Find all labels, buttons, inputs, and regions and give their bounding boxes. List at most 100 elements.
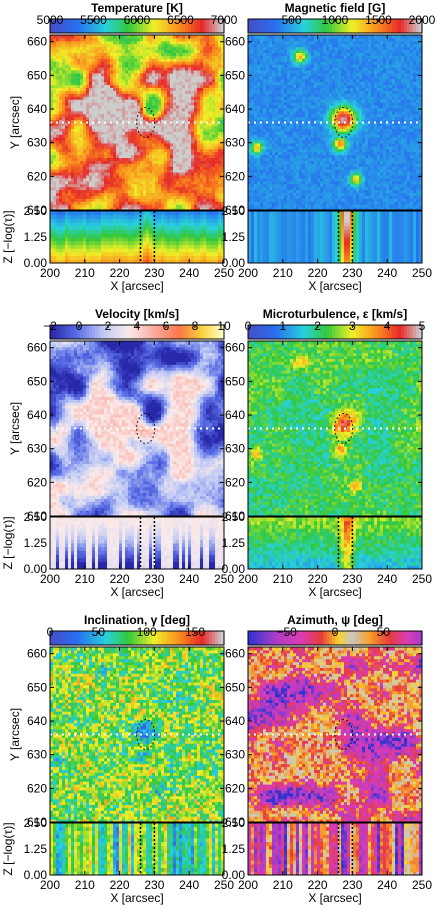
heatmap-cell: [176, 55, 180, 59]
colorbar-segment: [65, 19, 69, 33]
heatmap-cell: [164, 189, 168, 193]
heatmap-cell: [185, 207, 189, 211]
heatmap-cell: [137, 198, 141, 202]
heatmap-cell: [149, 169, 153, 173]
heatmap-cell: [194, 119, 198, 123]
heatmap-cell: [53, 116, 57, 121]
heatmap-cell: [185, 140, 189, 144]
slice-cell: [62, 211, 66, 216]
slice-cell: [110, 229, 114, 234]
heatmap-cell: [74, 122, 78, 126]
slice-cell: [182, 225, 186, 231]
heatmap-cell: [134, 55, 138, 59]
heatmap-cell: [359, 198, 363, 202]
heatmap-cell: [149, 105, 153, 109]
heatmap-cell: [71, 151, 75, 156]
heatmap-cell: [209, 148, 213, 153]
heatmap-cell: [200, 107, 204, 112]
heatmap-cell: [50, 105, 54, 109]
heatmap-cell: [218, 186, 222, 191]
heatmap-cell: [95, 93, 99, 97]
heatmap-cell: [143, 52, 147, 56]
heatmap-cell: [212, 43, 216, 48]
heatmap-cell: [50, 151, 54, 156]
heatmap-cell: [77, 93, 81, 97]
heatmap-cell: [146, 125, 150, 129]
heatmap-cell: [209, 96, 213, 100]
heatmap-cell: [185, 37, 189, 42]
heatmap-cell: [152, 78, 156, 83]
heatmap-cell: [68, 183, 72, 188]
heatmap-cell: [197, 183, 201, 188]
heatmap-cell: [194, 72, 198, 77]
heatmap-cell: [212, 107, 216, 112]
heatmap-cell: [158, 37, 162, 42]
heatmap-cell: [59, 186, 63, 191]
heatmap-cell: [158, 87, 162, 91]
heatmap-cell: [278, 207, 282, 211]
heatmap-cell: [71, 183, 75, 188]
heatmap-cell: [206, 70, 210, 74]
heatmap-cell: [62, 102, 66, 106]
heatmap-cell: [113, 128, 117, 132]
heatmap-cell: [122, 81, 126, 86]
heatmap-cell: [161, 175, 165, 179]
heatmap-cell: [95, 107, 99, 112]
heatmap-cell: [218, 154, 222, 158]
heatmap-cell: [62, 105, 66, 109]
heatmap-cell: [134, 148, 138, 153]
heatmap-cell: [80, 105, 84, 109]
heatmap-cell: [92, 177, 96, 182]
heatmap-cell: [128, 67, 132, 71]
heatmap-cell: [92, 125, 96, 129]
heatmap-cell: [74, 99, 78, 103]
heatmap-cell: [188, 122, 192, 126]
heatmap-cell: [203, 183, 207, 188]
slice-cell: [92, 218, 96, 223]
heatmap-cell: [278, 192, 282, 196]
heatmap-cell: [380, 189, 384, 193]
slice-cell: [56, 244, 60, 249]
heatmap-cell: [119, 140, 123, 144]
heatmap-cell: [128, 93, 132, 97]
heatmap-cell: [92, 52, 96, 56]
heatmap-cell: [155, 107, 159, 112]
colorbar-segment: [293, 19, 297, 33]
heatmap-cell: [278, 186, 282, 191]
colorbar-segment: [347, 19, 351, 33]
heatmap-cell: [158, 157, 162, 161]
heatmap-cell: [62, 154, 66, 158]
heatmap-cell: [191, 140, 195, 144]
heatmap-cell: [128, 134, 132, 138]
heatmap-cell: [185, 93, 189, 97]
heatmap-cell: [140, 157, 144, 161]
heatmap-cell: [200, 72, 204, 77]
slice-cell: [218, 225, 222, 231]
slice-cell: [134, 244, 138, 249]
slice-cell: [161, 222, 165, 227]
heatmap-cell: [167, 189, 171, 193]
colorbar-segment: [290, 19, 294, 33]
heatmap-cell: [59, 163, 63, 167]
heatmap-cell: [194, 87, 198, 91]
heatmap-cell: [173, 67, 177, 71]
heatmap-cell: [350, 192, 354, 196]
heatmap-cell: [140, 87, 144, 91]
heatmap-cell: [266, 201, 270, 205]
heatmap-cell: [74, 145, 78, 150]
heatmap-cell: [53, 96, 57, 100]
heatmap-cell: [107, 128, 111, 132]
heatmap-cell: [173, 140, 177, 144]
heatmap-cell: [137, 58, 141, 62]
heatmap-cell: [92, 43, 96, 48]
heatmap-cell: [212, 166, 216, 170]
heatmap-cell: [386, 183, 390, 188]
heatmap-cell: [116, 148, 120, 153]
heatmap-cell: [71, 52, 75, 56]
heatmap-cell: [170, 52, 174, 56]
heatmap-cell: [86, 195, 90, 199]
slice-cell: [59, 214, 63, 219]
heatmap-cell: [137, 140, 141, 144]
slice-cell: [209, 251, 213, 257]
heatmap-cell: [74, 207, 78, 211]
